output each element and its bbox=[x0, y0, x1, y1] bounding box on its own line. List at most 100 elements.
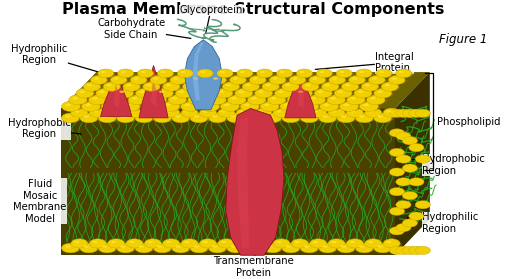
Ellipse shape bbox=[343, 104, 349, 106]
Ellipse shape bbox=[75, 110, 79, 112]
Circle shape bbox=[297, 69, 313, 78]
Ellipse shape bbox=[238, 90, 244, 93]
Circle shape bbox=[83, 82, 100, 91]
Ellipse shape bbox=[330, 78, 347, 84]
Ellipse shape bbox=[304, 115, 309, 118]
Ellipse shape bbox=[311, 110, 328, 117]
Ellipse shape bbox=[63, 246, 81, 252]
Ellipse shape bbox=[118, 116, 136, 122]
Ellipse shape bbox=[230, 245, 236, 248]
Circle shape bbox=[144, 108, 161, 117]
Ellipse shape bbox=[359, 115, 364, 118]
Circle shape bbox=[182, 82, 200, 91]
Ellipse shape bbox=[338, 116, 357, 122]
Ellipse shape bbox=[264, 104, 269, 106]
Ellipse shape bbox=[99, 71, 116, 78]
Ellipse shape bbox=[102, 245, 107, 248]
Ellipse shape bbox=[283, 116, 302, 122]
Circle shape bbox=[389, 168, 405, 176]
Ellipse shape bbox=[151, 78, 169, 84]
Circle shape bbox=[98, 69, 114, 78]
Ellipse shape bbox=[240, 241, 245, 243]
Circle shape bbox=[163, 239, 180, 248]
Circle shape bbox=[336, 69, 352, 78]
Circle shape bbox=[396, 201, 411, 209]
Circle shape bbox=[328, 108, 345, 117]
Ellipse shape bbox=[108, 241, 126, 248]
Circle shape bbox=[302, 82, 319, 91]
Ellipse shape bbox=[350, 241, 355, 243]
Ellipse shape bbox=[366, 110, 384, 117]
Circle shape bbox=[329, 75, 345, 85]
Circle shape bbox=[264, 113, 282, 123]
Ellipse shape bbox=[80, 90, 85, 93]
Ellipse shape bbox=[310, 78, 327, 84]
Ellipse shape bbox=[304, 245, 309, 248]
Ellipse shape bbox=[387, 110, 392, 112]
Ellipse shape bbox=[278, 71, 295, 78]
Ellipse shape bbox=[164, 110, 181, 117]
Ellipse shape bbox=[157, 245, 162, 248]
Circle shape bbox=[107, 108, 125, 117]
Ellipse shape bbox=[384, 110, 402, 117]
Circle shape bbox=[389, 207, 405, 215]
Ellipse shape bbox=[347, 110, 365, 117]
Ellipse shape bbox=[311, 241, 328, 248]
Polygon shape bbox=[185, 40, 222, 110]
Ellipse shape bbox=[108, 110, 126, 117]
Ellipse shape bbox=[300, 71, 304, 73]
Ellipse shape bbox=[228, 246, 247, 252]
Circle shape bbox=[235, 88, 253, 98]
Circle shape bbox=[300, 243, 318, 253]
Circle shape bbox=[126, 108, 143, 117]
Ellipse shape bbox=[117, 91, 135, 98]
Ellipse shape bbox=[392, 78, 397, 80]
Ellipse shape bbox=[350, 78, 367, 84]
Ellipse shape bbox=[240, 110, 245, 112]
Ellipse shape bbox=[94, 78, 99, 80]
Ellipse shape bbox=[283, 84, 301, 91]
Ellipse shape bbox=[316, 91, 334, 98]
Ellipse shape bbox=[172, 97, 177, 100]
Circle shape bbox=[273, 108, 290, 117]
Ellipse shape bbox=[241, 104, 261, 111]
Ellipse shape bbox=[119, 90, 124, 93]
Circle shape bbox=[376, 69, 392, 78]
Circle shape bbox=[255, 88, 272, 98]
Circle shape bbox=[136, 88, 153, 98]
Ellipse shape bbox=[265, 246, 283, 252]
Circle shape bbox=[319, 113, 337, 123]
Ellipse shape bbox=[384, 84, 390, 86]
Ellipse shape bbox=[377, 71, 394, 78]
Ellipse shape bbox=[185, 110, 190, 112]
Ellipse shape bbox=[281, 104, 301, 111]
Ellipse shape bbox=[206, 84, 211, 86]
Circle shape bbox=[269, 75, 286, 85]
Ellipse shape bbox=[399, 71, 403, 73]
Circle shape bbox=[247, 95, 266, 105]
Circle shape bbox=[108, 95, 127, 105]
Circle shape bbox=[409, 143, 424, 152]
Circle shape bbox=[153, 113, 171, 123]
Ellipse shape bbox=[338, 90, 343, 93]
Ellipse shape bbox=[124, 84, 142, 91]
Ellipse shape bbox=[255, 110, 273, 117]
Ellipse shape bbox=[321, 104, 341, 111]
Circle shape bbox=[356, 69, 372, 78]
Circle shape bbox=[141, 101, 160, 112]
Ellipse shape bbox=[216, 91, 235, 98]
Circle shape bbox=[123, 82, 140, 91]
Ellipse shape bbox=[82, 104, 102, 111]
Ellipse shape bbox=[169, 97, 188, 104]
Circle shape bbox=[274, 88, 292, 98]
Circle shape bbox=[117, 243, 135, 253]
Ellipse shape bbox=[375, 116, 394, 122]
Ellipse shape bbox=[248, 97, 268, 104]
Ellipse shape bbox=[356, 246, 375, 252]
Ellipse shape bbox=[119, 71, 136, 78]
Circle shape bbox=[199, 239, 216, 248]
Ellipse shape bbox=[179, 90, 184, 93]
Ellipse shape bbox=[87, 84, 92, 86]
Circle shape bbox=[396, 223, 411, 232]
Ellipse shape bbox=[72, 110, 90, 117]
